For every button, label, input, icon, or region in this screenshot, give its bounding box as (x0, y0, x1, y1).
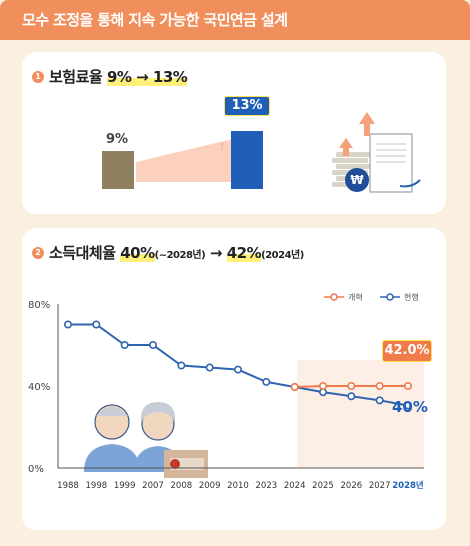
legend-label: 개혁 (348, 292, 363, 302)
legend-marker (330, 293, 338, 301)
x-tick-label: 1998 (86, 481, 108, 491)
data-point (375, 382, 384, 391)
data-point (347, 382, 356, 391)
section1-title: 보험료율 9% → 13% (49, 68, 188, 86)
reform-region (297, 360, 424, 468)
people-icon (84, 402, 208, 478)
replacement-rate-card: 2 소득대체율 40%(~2028년) → 42%(2024년) 0% 40% 80… (22, 228, 446, 530)
banner-title: 모수 조정을 통해 지속 가능한 국민연금 설계 (22, 11, 288, 29)
data-point (347, 392, 356, 401)
data-point (63, 320, 72, 329)
data-point (262, 377, 271, 386)
value-from: 40% (120, 244, 155, 262)
increase-wedge (136, 138, 237, 182)
current-annotation: 40% (392, 398, 428, 416)
data-point (375, 396, 384, 405)
up-arrow-icon: ↑ (218, 142, 226, 153)
x-tick-label: 2008 (171, 481, 193, 491)
section1-number: 1 (32, 70, 44, 83)
x-tick-label: 2026 (341, 481, 363, 491)
x-tick-label: 1999 (114, 481, 136, 491)
data-point (92, 320, 101, 329)
y-tick-label: 0% (28, 464, 44, 475)
data-point (205, 363, 214, 372)
x-tick-label: 2023 (256, 481, 278, 491)
x-tick-label: 1988 (57, 481, 79, 491)
legend-marker (386, 293, 394, 301)
y-tick-label: 80% (28, 300, 50, 311)
data-point (403, 382, 412, 391)
bar-9 (102, 151, 134, 189)
money-document-icon: ₩ (332, 112, 421, 193)
bar-13 (231, 131, 263, 189)
x-tick-label: 2024 (284, 481, 306, 491)
value-from-note: (~2028년) (154, 250, 206, 261)
x-tick-label: 2025 (312, 481, 334, 491)
data-point (318, 382, 327, 391)
contribution-bars: ↑ ₩ (102, 112, 421, 193)
data-point (290, 383, 299, 392)
replacement-rate-chart: 0% 40% 80% 1988 1998 1999 2007 2008 2009 2010 2023… (28, 292, 424, 491)
section2-heading: 2 소득대체율 40%(~2028년) → 42%(2024년) (32, 242, 304, 263)
x-tick-label: 2010 (227, 481, 249, 491)
x-tick-label: 2028년 (392, 480, 424, 491)
section1-heading: 1 보험료율 9% → 13% (32, 66, 188, 87)
section2-number: 2 (32, 246, 44, 259)
bar-9-label: 9% (106, 132, 129, 147)
data-point (234, 365, 243, 374)
legend-label: 현행 (404, 292, 419, 302)
value-to: 42% (226, 244, 262, 262)
x-tick-label: 2009 (199, 481, 221, 491)
data-point (120, 341, 129, 350)
svg-text:₩: ₩ (350, 173, 364, 187)
section2-title: 소득대체율 40%(~2028년) → 42%(2024년) (49, 244, 304, 262)
section1-value: 9% → 13% (106, 68, 188, 86)
y-tick-label: 40% (28, 382, 50, 393)
x-tick-label: 2007 (142, 481, 164, 491)
contribution-rate-card: 1 보험료율 9% → 13% ↑ (22, 52, 446, 214)
data-point (403, 401, 412, 410)
data-point (149, 341, 158, 350)
value-to-note: (2024년) (261, 250, 304, 261)
data-point (177, 361, 186, 370)
banner: 모수 조정을 통해 지속 가능한 국민연금 설계 (0, 0, 470, 40)
plan-annotation: 42.0% (382, 340, 432, 362)
bar-13-label: 13% (224, 96, 270, 116)
x-tick-label: 2027 (369, 481, 391, 491)
